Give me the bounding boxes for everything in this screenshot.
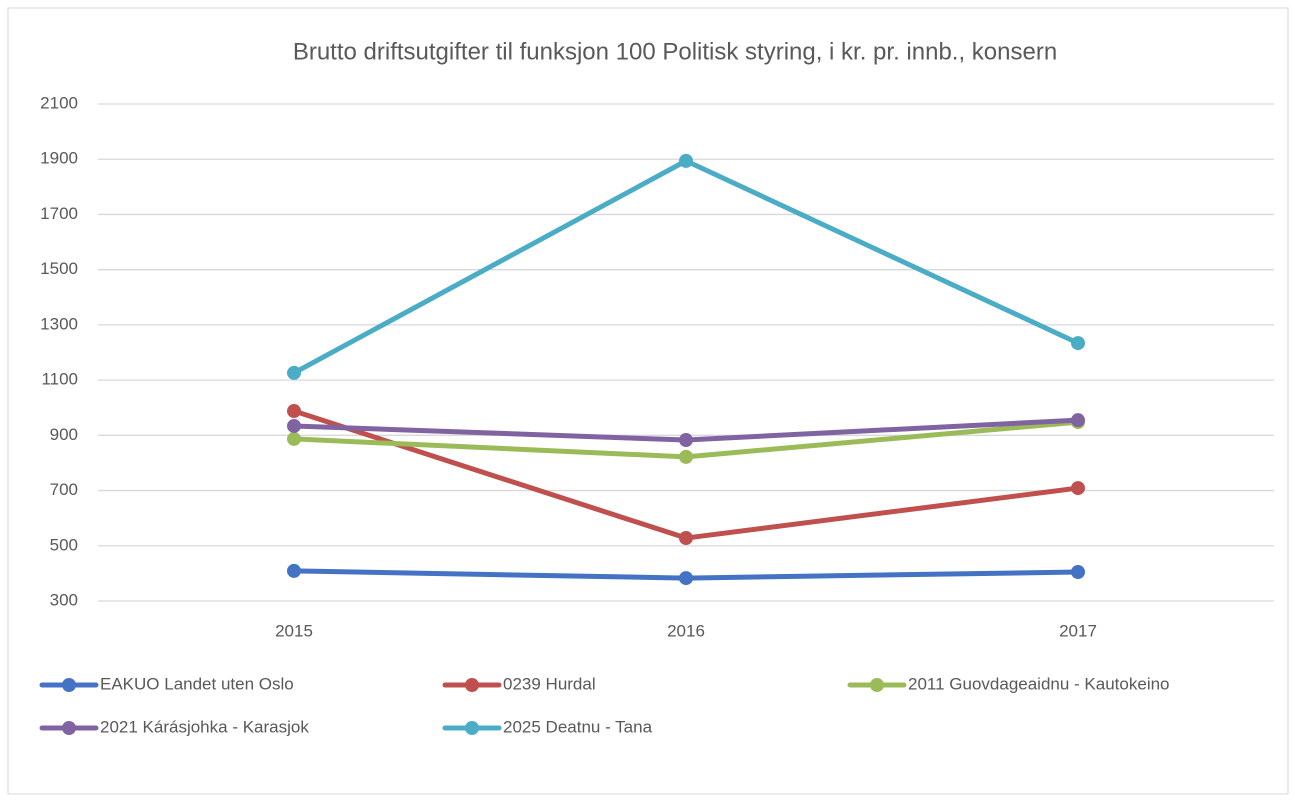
y-tick-label: 1300 [40, 314, 78, 333]
legend-label: 0239 Hurdal [503, 674, 596, 693]
data-point [1071, 565, 1085, 580]
legend-swatch-dot [62, 678, 76, 692]
legend-label: 2011 Guovdageaidnu - Kautokeino [908, 674, 1170, 693]
x-tick-label: 2017 [1059, 621, 1097, 640]
data-point [1071, 413, 1085, 428]
chart-border [7, 7, 1289, 795]
x-tick-label: 2015 [275, 621, 313, 640]
chart-title: Brutto driftsutgifter til funksjon 100 P… [293, 38, 1057, 65]
y-tick-label: 1500 [40, 259, 78, 278]
legend-label: 2021 Kárásjohka - Karasjok [100, 717, 309, 736]
data-point [287, 431, 301, 446]
data-point [1071, 336, 1085, 351]
x-tick-label: 2016 [667, 621, 705, 640]
data-point [287, 418, 301, 433]
legend-label: EAKUO Landet uten Oslo [100, 674, 294, 693]
y-tick-label: 300 [50, 590, 78, 609]
legend-swatch-dot [465, 678, 479, 692]
data-point [679, 153, 693, 168]
data-point [287, 563, 301, 578]
legend-swatch-dot [62, 721, 76, 735]
y-tick-label: 1100 [41, 370, 78, 389]
data-point [287, 365, 301, 380]
data-point [679, 449, 693, 464]
data-point [287, 404, 301, 419]
legend-label: 2025 Deatnu - Tana [503, 717, 653, 736]
y-tick-label: 700 [50, 480, 78, 499]
data-point [679, 571, 693, 586]
y-tick-label: 900 [50, 425, 78, 444]
legend-swatch-dot [870, 678, 884, 692]
y-tick-label: 1700 [40, 204, 78, 223]
data-point [679, 433, 693, 448]
data-point [1071, 481, 1085, 496]
y-tick-label: 2100 [40, 93, 78, 112]
data-point [679, 531, 693, 546]
y-tick-label: 500 [50, 535, 78, 554]
legend-swatch-dot [465, 721, 479, 735]
y-tick-label: 1900 [40, 149, 78, 168]
